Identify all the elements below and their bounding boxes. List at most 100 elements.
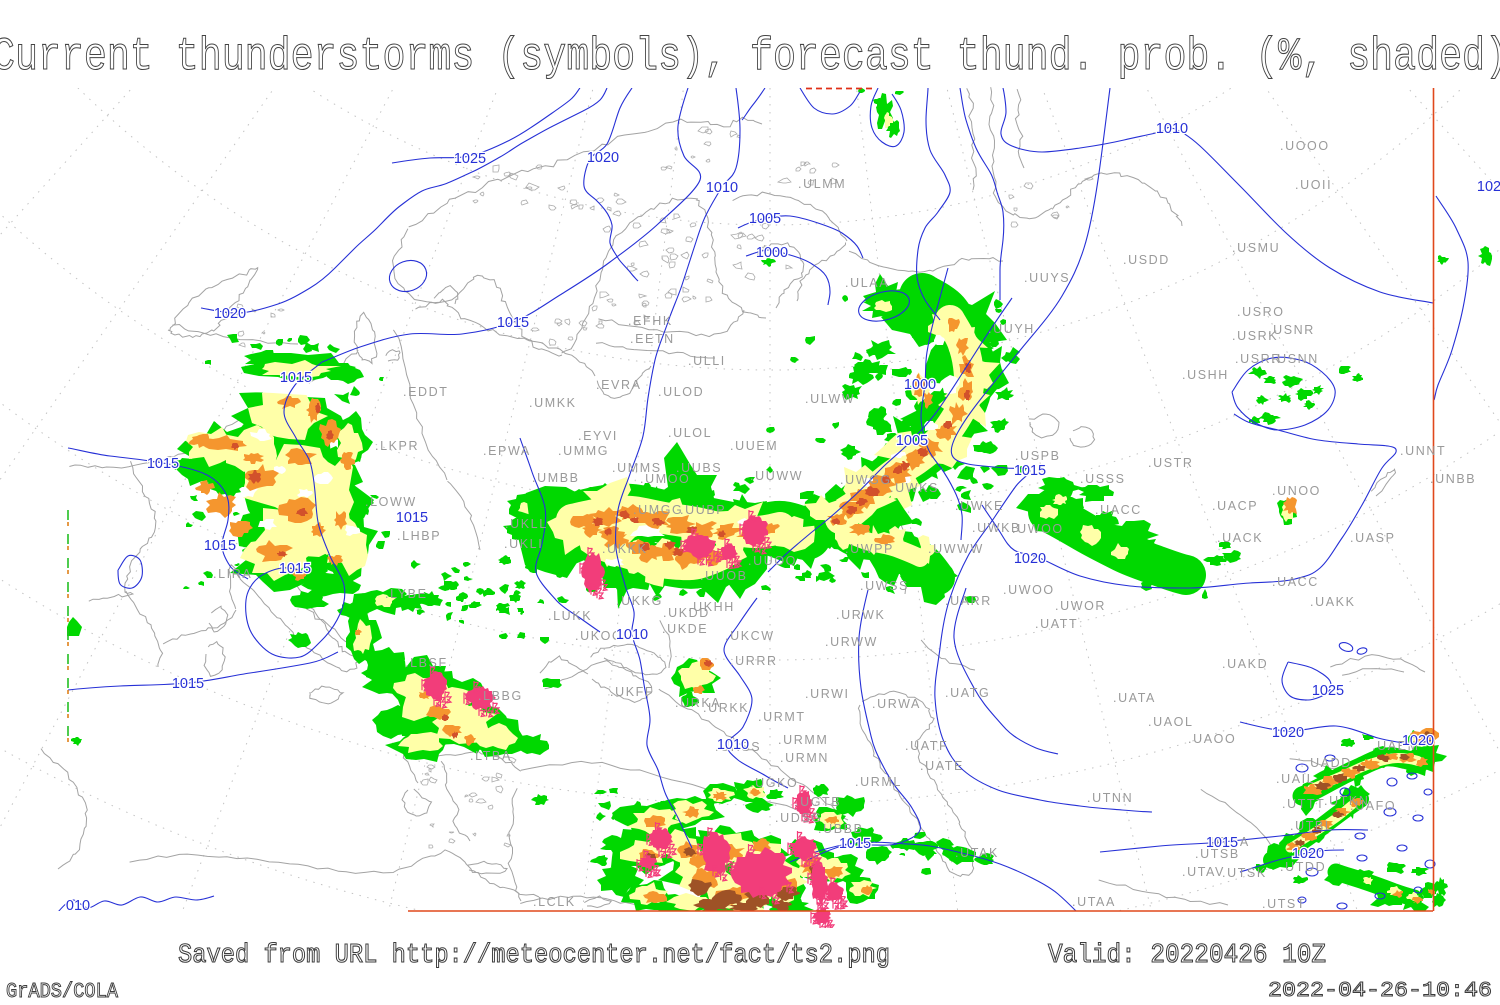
svg-text:1020: 1020 (1014, 551, 1046, 567)
svg-text:102: 102 (1477, 179, 1500, 195)
svg-text:.UTSA: .UTSA (1205, 835, 1250, 849)
svg-text:.URMT: .URMT (758, 710, 806, 724)
svg-text:.UMGG: .UMGG (633, 503, 683, 517)
svg-text:.URKA: .URKA (675, 696, 721, 710)
svg-text:.UWOO: .UWOO (1012, 522, 1064, 536)
svg-text:.UTTT: .UTTT (1282, 797, 1325, 811)
svg-text:.UKLI: .UKLI (504, 537, 543, 551)
svg-text:.UKOO: .UKOO (575, 629, 623, 643)
svg-text:.UKKG: .UKKG (616, 594, 663, 608)
svg-text:.EETN: .EETN (630, 332, 675, 346)
svg-text:.URSS: .URSS (715, 740, 761, 754)
svg-text:1020: 1020 (1272, 725, 1304, 741)
svg-text:.UAKK: .UAKK (1310, 595, 1356, 609)
svg-text:.ULAA: .ULAA (845, 276, 889, 290)
svg-text:.URWK: .URWK (836, 608, 885, 622)
svg-text:.USMU: .USMU (1232, 241, 1280, 255)
svg-text:1010: 1010 (706, 180, 738, 196)
svg-text:.ULMM: .ULMM (798, 177, 846, 191)
svg-text:.UKFF: .UKFF (610, 685, 654, 699)
svg-text:1020: 1020 (1292, 846, 1324, 862)
svg-text:.UBBB: .UBBB (818, 822, 864, 836)
svg-text:.UAOO: .UAOO (1188, 732, 1236, 746)
svg-text:1010: 1010 (717, 737, 749, 753)
svg-text:1010: 1010 (616, 627, 648, 643)
svg-text:.UUYS: .UUYS (1024, 271, 1070, 285)
svg-text:.ULOL: .ULOL (668, 426, 712, 440)
svg-text:.UATE: .UATE (920, 759, 964, 773)
svg-text:.UAOL: .UAOL (1148, 715, 1194, 729)
svg-text:.UMMG: .UMMG (558, 444, 609, 458)
svg-text:.URWA: .URWA (872, 697, 921, 711)
svg-text:.UNOO: .UNOO (1272, 484, 1321, 498)
svg-text:.LCLK: .LCLK (533, 895, 576, 909)
svg-text:.UWOO: .UWOO (1003, 583, 1055, 597)
svg-text:.UAEM: .UAEM (1372, 739, 1420, 753)
svg-text:.UKDD: .UKDD (663, 606, 710, 620)
svg-text:1020: 1020 (587, 150, 619, 166)
svg-text:.URMM: .URMM (778, 733, 828, 747)
svg-text:.USSS: .USSS (1080, 472, 1126, 486)
svg-text:.URWW: .URWW (825, 635, 878, 649)
svg-text:.UUYH: .UUYH (988, 322, 1035, 336)
svg-text:Current thunderstorms (symbols: Current thunderstorms (symbols), forecas… (0, 31, 1500, 83)
svg-text:.URML: .URML (855, 775, 902, 789)
svg-text:.URWI: .URWI (805, 687, 850, 701)
svg-text:.URKK: .URKK (703, 701, 749, 715)
svg-text:1015: 1015 (497, 315, 529, 331)
svg-text:1000: 1000 (904, 377, 936, 393)
svg-text:.UACP: .UACP (1212, 499, 1258, 513)
svg-text:.UWKS: .UWKS (890, 481, 939, 495)
svg-text:.USHH: .USHH (1182, 368, 1229, 382)
svg-text:.UAFO: .UAFO (1350, 799, 1396, 813)
svg-text:.LUKK: .LUKK (548, 609, 592, 623)
svg-text:.UAKD: .UAKD (1222, 657, 1268, 671)
svg-text:.UTAK: .UTAK (955, 846, 999, 860)
svg-text:.URMN: .URMN (780, 751, 829, 765)
svg-text:.UAIL: .UAIL (1276, 772, 1315, 786)
svg-text:1015: 1015 (839, 836, 871, 852)
svg-text:1015: 1015 (1014, 463, 1046, 479)
svg-text:.UDSG: .UDSG (775, 811, 823, 825)
svg-text:.UMMS: .UMMS (612, 461, 662, 475)
svg-text:.UWOR: .UWOR (1055, 599, 1106, 613)
svg-text:.LBBG: .LBBG (478, 689, 523, 703)
svg-text:.UASP: .UASP (1350, 531, 1396, 545)
svg-text:.UACC: .UACC (1272, 575, 1319, 589)
svg-text:.UACK: .UACK (1217, 531, 1263, 545)
svg-text:.LIRA: .LIRA (213, 567, 252, 581)
svg-text:Saved from URL http://meteocen: Saved from URL http://meteocenter.net/fa… (178, 941, 890, 971)
svg-text:.EVRA: .EVRA (596, 378, 642, 392)
svg-text:.EYVI: .EYVI (578, 429, 618, 443)
svg-text:.UMOO: .UMOO (640, 472, 690, 486)
svg-text:.UTSK: .UTSK (1222, 866, 1267, 880)
svg-text:.EPWA: .EPWA (483, 444, 531, 458)
svg-text:010: 010 (66, 898, 90, 914)
svg-text:.UADD: .UADD (1305, 756, 1352, 770)
svg-text:.LTBA: .LTBA (470, 749, 512, 763)
svg-text:GrADS/COLA: GrADS/COLA (6, 981, 118, 1000)
svg-text:.UGKO: .UGKO (750, 776, 798, 790)
svg-text:.ULLI: .ULLI (688, 354, 726, 368)
svg-text:1025: 1025 (1312, 683, 1344, 699)
svg-text:.LYBE: .LYBE (385, 587, 428, 601)
svg-text:.UKHH: .UKHH (688, 600, 735, 614)
svg-text:.UNBB: .UNBB (1430, 472, 1476, 486)
svg-text:.UATT: .UATT (1035, 617, 1078, 631)
svg-text:.ULOD: .ULOD (658, 385, 704, 399)
svg-text:1005: 1005 (896, 433, 928, 449)
svg-text:.UARR: .UARR (945, 594, 992, 608)
svg-text:.USDD: .USDD (1123, 253, 1170, 267)
svg-text:2022-04-26-10:46: 2022-04-26-10:46 (1268, 980, 1492, 1000)
svg-text:.UUEM: .UUEM (730, 439, 778, 453)
svg-text:1005: 1005 (749, 211, 781, 227)
svg-text:.USTR: .USTR (1148, 456, 1194, 470)
svg-text:.UWGG: .UWGG (840, 473, 892, 487)
svg-text:.EDDT: .EDDT (403, 385, 449, 399)
svg-text:.UOOO: .UOOO (1280, 139, 1330, 153)
svg-text:1015: 1015 (396, 510, 428, 526)
svg-text:Valid: 20220426 10Z: Valid: 20220426 10Z (1048, 941, 1326, 971)
svg-text:.UKDE: .UKDE (662, 622, 708, 636)
svg-text:.UTSB: .UTSB (1195, 847, 1240, 861)
svg-text:.UATG: .UATG (945, 686, 990, 700)
